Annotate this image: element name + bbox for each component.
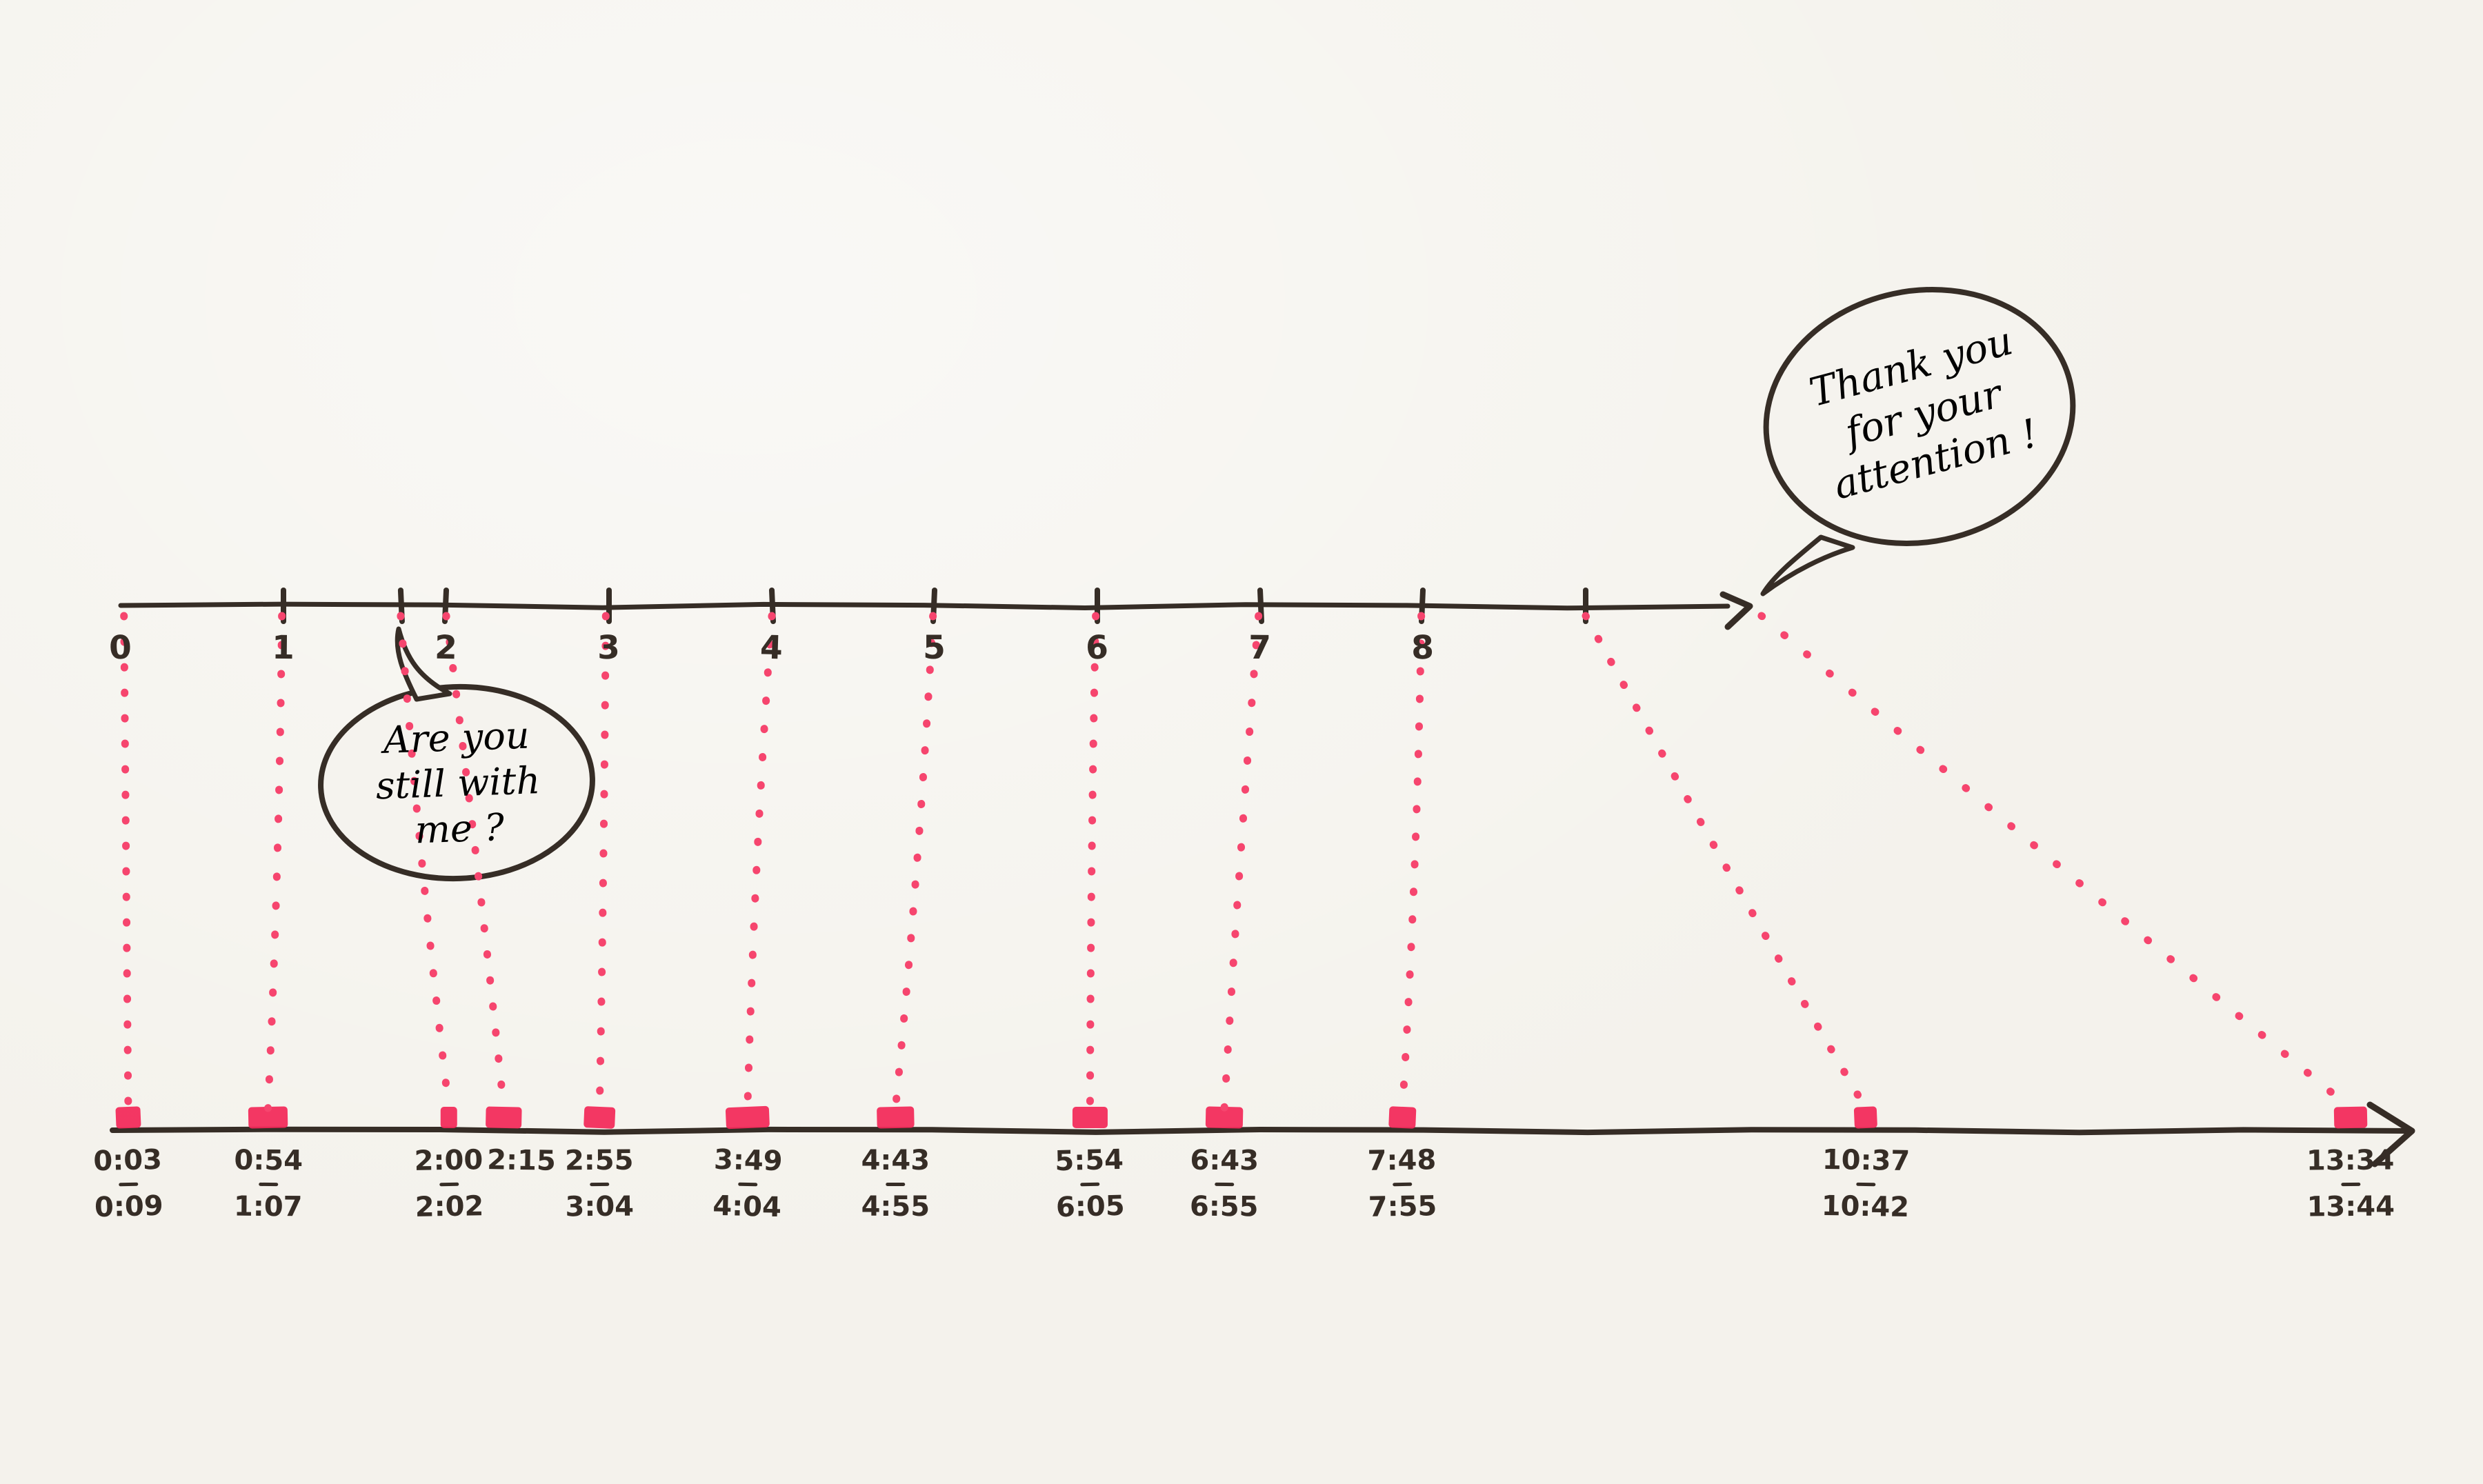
laugh-highlight-blob	[1205, 1106, 1244, 1129]
laugh-start-time: 13:34	[2306, 1144, 2395, 1177]
laugh-start-time: 7:48	[1367, 1144, 1437, 1177]
top-axis-minute-label: 1	[271, 628, 296, 668]
laugh-highlight-blob	[115, 1106, 141, 1129]
laugh-end-time: 2:02	[415, 1190, 484, 1223]
laugh-end-time: 4:04	[712, 1190, 782, 1224]
laugh-time-label: 2:15	[487, 1144, 556, 1177]
laugh-highlight-blob	[248, 1106, 288, 1129]
question-bubble-line: Are you	[382, 713, 530, 762]
laugh-start-time: 2:15	[487, 1144, 557, 1177]
laugh-time-label: 3:49 4:04	[712, 1144, 783, 1223]
question-bubble-line: still with	[375, 758, 541, 808]
range-dash-mark	[1215, 1182, 1235, 1187]
laugh-highlight-blob	[486, 1106, 522, 1129]
laugh-connector-dotted-line	[397, 612, 453, 1112]
range-dash-mark	[590, 1182, 610, 1187]
range-dash-mark	[1855, 1182, 1875, 1187]
laugh-start-time: 5:54	[1055, 1143, 1124, 1178]
range-dash-mark	[2340, 1182, 2361, 1187]
laugh-end-time: 10:42	[1821, 1190, 1910, 1224]
range-dash-mark	[1393, 1182, 1413, 1187]
laugh-end-time: 0:09	[94, 1190, 164, 1224]
laugh-highlight-blob	[1388, 1106, 1417, 1129]
laugh-start-time: 4:43	[861, 1145, 930, 1176]
top-axis-minute-label: 7	[1248, 628, 1273, 668]
laugh-connector-dotted-line	[1582, 612, 1870, 1112]
top-axis-minute-label: 2	[434, 628, 459, 668]
range-dash-mark	[118, 1182, 138, 1187]
laugh-connector-dotted-line	[120, 612, 132, 1112]
range-dash-mark	[439, 1182, 459, 1187]
laugh-highlight-blob	[1853, 1106, 1877, 1129]
laugh-time-label: 10:37 10:42	[1821, 1144, 1910, 1223]
top-axis-minute-label: 8	[1410, 628, 1435, 668]
laugh-end-time: 1:07	[233, 1190, 303, 1223]
laugh-highlight-blob	[725, 1105, 770, 1130]
laugh-connector-dotted-line	[264, 612, 286, 1112]
laugh-connector-dotted-line	[595, 612, 610, 1112]
top-axis-minute-label: 6	[1085, 628, 1110, 668]
laugh-start-time: 6:43	[1190, 1144, 1259, 1177]
laugh-connector-dotted-line	[891, 612, 937, 1112]
question-bubble-line: me ?	[414, 805, 505, 852]
bottom-timeline-arrowhead-icon	[2366, 1101, 2415, 1167]
laugh-time-label: 0:03 0:09	[93, 1144, 163, 1223]
range-dash-mark	[1080, 1182, 1100, 1187]
laugh-connector-dotted-line	[1220, 612, 1263, 1112]
question-bubble-outline	[318, 683, 595, 882]
laugh-time-label: 2:00 2:02	[414, 1144, 483, 1223]
range-dash-mark	[886, 1183, 906, 1186]
laugh-connector-dotted-line	[1398, 612, 1426, 1112]
laugh-highlight-blob	[584, 1106, 616, 1129]
laugh-start-time: 2:00	[414, 1144, 483, 1177]
laugh-time-label: 0:54 1:07	[233, 1145, 302, 1223]
laugh-end-time: 3:04	[565, 1190, 635, 1223]
top-axis-minute-label: 4	[759, 628, 784, 668]
thanks-bubble-tail	[1760, 534, 1855, 596]
laugh-start-time: 0:54	[233, 1144, 303, 1177]
laugh-highlight-blob	[440, 1107, 457, 1128]
thanks-bubble-outline	[1763, 286, 2076, 547]
laugh-end-time: 4:55	[861, 1191, 930, 1223]
laugh-time-label: 7:48 7:55	[1368, 1144, 1437, 1223]
laugh-end-time: 6:55	[1189, 1190, 1259, 1223]
top-axis-minute-label: 0	[108, 628, 133, 668]
range-dash-mark	[258, 1182, 278, 1187]
range-dash-mark	[737, 1182, 757, 1187]
laugh-end-time: 6:05	[1055, 1190, 1126, 1224]
laugh-highlight-blob	[877, 1106, 915, 1129]
laugh-time-label: 6:43 6:55	[1190, 1145, 1259, 1223]
top-axis-minute-label: 3	[597, 628, 621, 668]
laugh-start-time: 0:03	[92, 1143, 163, 1178]
laugh-start-time: 10:37	[1822, 1143, 1911, 1178]
laugh-time-label: 5:54 6:05	[1055, 1144, 1125, 1223]
top-timeline-arrowhead-icon	[1719, 591, 1753, 630]
laugh-connector-dotted-line	[744, 612, 776, 1112]
laugh-time-label: 13:34 13:44	[2306, 1144, 2395, 1223]
top-axis-minute-label: 5	[923, 629, 946, 667]
laugh-connector-dotted-line	[1757, 612, 2355, 1112]
laugh-time-label: 2:55 3:04	[565, 1145, 634, 1223]
laugh-connector-dotted-line	[1086, 612, 1100, 1112]
laugh-start-time: 2:55	[565, 1144, 634, 1177]
top-timeline-line	[118, 601, 1731, 611]
laugh-end-time: 13:44	[2306, 1190, 2395, 1223]
laugh-highlight-blob	[2333, 1106, 2368, 1129]
laugh-end-time: 7:55	[1368, 1190, 1438, 1223]
laugh-start-time: 3:49	[713, 1143, 783, 1178]
laugh-highlight-blob	[1072, 1107, 1108, 1128]
laugh-time-label: 4:43 4:55	[861, 1145, 930, 1223]
question-bubble-text: Are you still with me ?	[373, 712, 542, 854]
bottom-timeline-line	[110, 1126, 2410, 1136]
